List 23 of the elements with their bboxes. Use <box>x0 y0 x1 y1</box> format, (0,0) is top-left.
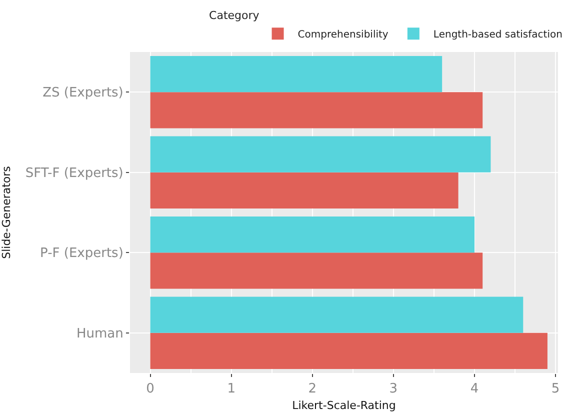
x-tick-label: 1 <box>227 382 236 397</box>
y-tick-label: SFT-F (Experts) <box>25 166 124 181</box>
bar <box>150 172 458 208</box>
bar <box>150 296 524 333</box>
x-tick-label: 2 <box>308 382 317 397</box>
legend-title: Category <box>209 9 260 22</box>
x-tick-label: 0 <box>146 382 154 397</box>
bar <box>150 136 491 172</box>
y-tick-label: P-F (Experts) <box>40 246 124 262</box>
x-tick-label: 4 <box>470 382 479 397</box>
bar <box>150 56 442 92</box>
y-tick-label: ZS (Experts) <box>42 86 124 101</box>
x-tick-label: 5 <box>551 382 560 397</box>
bar <box>150 332 548 369</box>
bar <box>150 216 475 253</box>
y-tick-label: Human <box>76 326 124 342</box>
bar <box>150 252 483 289</box>
legend-label: Comprehensibility <box>298 29 388 40</box>
bar <box>150 92 483 128</box>
x-tick-label: 3 <box>389 382 398 397</box>
legend-label: Length-based satisfaction <box>433 29 562 40</box>
x-axis-title: Likert-Scale-Rating <box>292 399 396 412</box>
y-axis-title: Slide-Generators <box>0 166 13 259</box>
